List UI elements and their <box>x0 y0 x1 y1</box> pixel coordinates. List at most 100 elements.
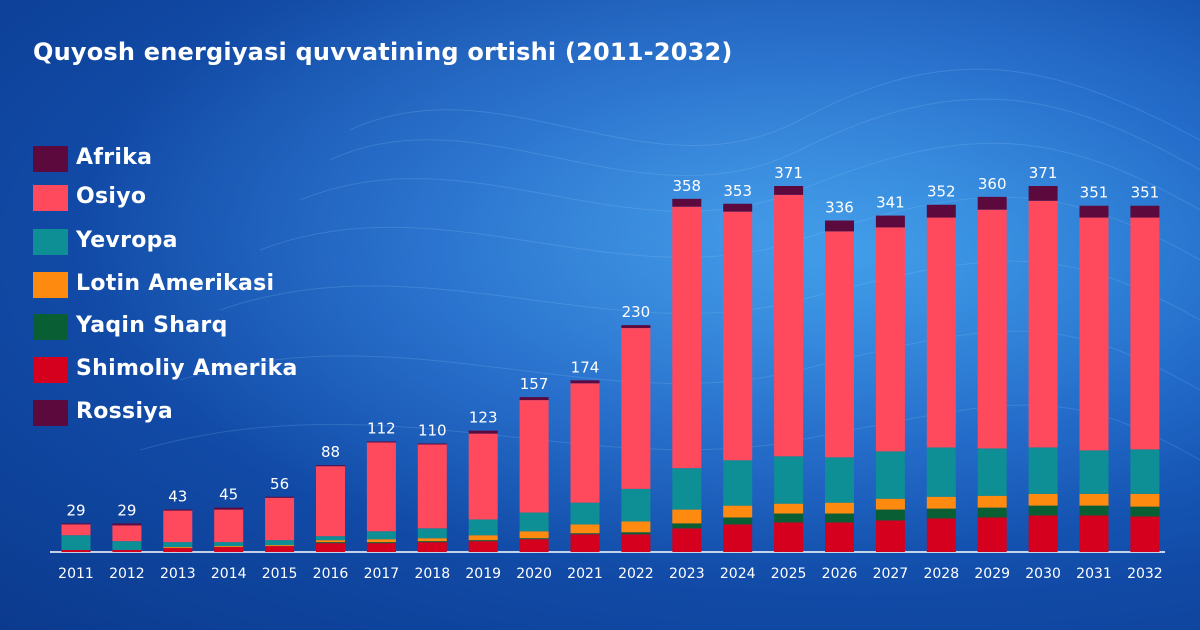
x-tick-label-2020: 2020 <box>516 566 552 582</box>
x-tick-label-2023: 2023 <box>669 566 705 582</box>
bar-segment-osiyo-2026 <box>825 231 854 458</box>
bar-segment-lotin-amerikasi-2015 <box>265 545 295 547</box>
total-label-2014: 45 <box>219 486 238 504</box>
x-tick-label-2022: 2022 <box>618 566 654 582</box>
bar-segment-yaqin-sharq-2017 <box>366 542 396 544</box>
bar-segment-afrika-2025 <box>774 186 804 195</box>
bar-segment-afrika-2020 <box>519 397 549 401</box>
bar-segment-osiyo-2020 <box>519 400 549 513</box>
legend-swatch-afrika <box>33 146 68 172</box>
bar-segment-afrika-2011 <box>61 523 91 525</box>
bar-segment-yevropa-2015 <box>265 540 295 546</box>
bar-segment-osiyo-2029 <box>977 209 1007 449</box>
bar-segment-shimoliy-amerika-2028 <box>926 518 956 552</box>
total-label-2013: 43 <box>168 488 187 506</box>
legend-swatch-rossiya <box>33 400 68 426</box>
bar-segment-afrika-2016 <box>316 465 345 467</box>
bar-segment-yevropa-2020 <box>519 512 549 532</box>
bar-segment-yaqin-sharq-2027 <box>875 509 905 521</box>
bar-segment-osiyo-2019 <box>468 433 498 520</box>
bar-segment-afrika-2031 <box>1079 205 1109 218</box>
bar-segment-yevropa-2025 <box>774 456 804 504</box>
bar-segment-shimoliy-amerika-2011 <box>61 550 91 552</box>
total-label-2011: 29 <box>66 501 85 519</box>
bar-segment-yevropa-2011 <box>61 535 91 551</box>
bar-segment-yaqin-sharq-2019 <box>468 540 498 542</box>
bar-segment-yaqin-sharq-2031 <box>1079 505 1109 516</box>
legend-item-lotin-amerikasi: Lotin Amerikasi <box>33 270 353 300</box>
x-tick-label-2031: 2031 <box>1076 566 1112 582</box>
legend-label-shimoliy-amerika: Shimoliy Amerika <box>76 356 298 381</box>
legend-label-yevropa: Yevropa <box>76 228 178 253</box>
total-label-2024: 353 <box>723 182 752 200</box>
bar-segment-yevropa-2018 <box>417 528 447 539</box>
total-label-2032: 351 <box>1131 184 1160 202</box>
total-label-2025: 371 <box>774 164 803 182</box>
bar-segment-shimoliy-amerika-2014 <box>214 547 244 552</box>
total-label-2020: 157 <box>520 375 549 393</box>
legend-item-afrika: Afrika <box>33 144 353 174</box>
total-label-2019: 123 <box>469 409 498 427</box>
bar-segment-lotin-amerikasi-2026 <box>825 502 854 514</box>
total-label-2015: 56 <box>270 475 289 493</box>
x-tick-label-2021: 2021 <box>567 566 603 582</box>
bar-segment-lotin-amerikasi-2032 <box>1130 493 1160 507</box>
total-label-2029: 360 <box>978 175 1007 193</box>
x-tick-label-2030: 2030 <box>1025 566 1061 582</box>
legend-swatch-shimoliy-amerika <box>33 357 68 383</box>
bar-segment-osiyo-2030 <box>1028 200 1058 448</box>
bar-segment-osiyo-2011 <box>61 524 91 536</box>
bar-segment-shimoliy-amerika-2023 <box>672 528 702 552</box>
bar-segment-lotin-amerikasi-2022 <box>621 521 651 533</box>
bar-segment-lotin-amerikasi-2016 <box>316 540 345 543</box>
bar-segment-afrika-2024 <box>723 203 753 212</box>
bar-segment-lotin-amerikasi-2031 <box>1079 493 1109 506</box>
bar-segment-shimoliy-amerika-2018 <box>417 542 447 552</box>
bar-segment-afrika-2026 <box>825 220 854 232</box>
x-tick-label-2017: 2017 <box>364 566 400 582</box>
legend-swatch-lotin-amerikasi <box>33 272 68 298</box>
bar-segment-shimoliy-amerika-2027 <box>875 520 905 552</box>
bar-segment-shimoliy-amerika-2017 <box>366 543 396 552</box>
bar-segment-lotin-amerikasi-2024 <box>723 505 753 518</box>
x-tick-label-2015: 2015 <box>262 566 298 582</box>
chart-title: Quyosh energiyasi quvvatining ortishi (2… <box>33 38 733 66</box>
bar-segment-yevropa-2027 <box>875 451 905 499</box>
bar-segment-afrika-2018 <box>417 443 447 445</box>
x-tick-label-2019: 2019 <box>465 566 501 582</box>
x-tick-label-2024: 2024 <box>720 566 756 582</box>
x-tick-label-2016: 2016 <box>313 566 349 582</box>
bar-segment-yaqin-sharq-2023 <box>672 523 702 529</box>
bar-segment-yaqin-sharq-2018 <box>417 541 447 543</box>
bar-segment-yevropa-2031 <box>1079 450 1109 494</box>
bar-segment-lotin-amerikasi-2021 <box>570 524 600 534</box>
bar-segment-yevropa-2019 <box>468 519 498 536</box>
bar-segment-osiyo-2012 <box>112 525 142 542</box>
bar-segment-yevropa-2017 <box>366 531 396 540</box>
legend-swatch-yaqin-sharq <box>33 314 68 340</box>
x-tick-label-2014: 2014 <box>211 566 247 582</box>
total-label-2016: 88 <box>321 443 340 461</box>
x-tick-label-2011: 2011 <box>58 566 94 582</box>
total-label-2018: 110 <box>418 421 447 439</box>
bar-segment-osiyo-2021 <box>570 383 600 503</box>
x-tick-label-2028: 2028 <box>923 566 959 582</box>
total-label-2030: 371 <box>1029 164 1058 182</box>
bar-segment-osiyo-2022 <box>621 328 651 489</box>
bar-segment-lotin-amerikasi-2025 <box>774 503 804 514</box>
bar-segment-yaqin-sharq-2016 <box>316 542 345 544</box>
bar-segment-osiyo-2024 <box>723 211 753 461</box>
legend-item-yaqin-sharq: Yaqin Sharq <box>33 312 353 342</box>
bar-segment-yevropa-2022 <box>621 488 651 522</box>
bar-segment-yevropa-2023 <box>672 468 702 510</box>
bar-segment-shimoliy-amerika-2021 <box>570 534 600 552</box>
total-label-2021: 174 <box>571 358 600 376</box>
x-tick-label-2012: 2012 <box>109 566 145 582</box>
legend-item-yevropa: Yevropa <box>33 227 353 257</box>
bar-segment-yevropa-2026 <box>825 457 854 503</box>
legend-item-osiyo: Osiyo <box>33 183 353 213</box>
bar-segment-osiyo-2017 <box>366 442 396 532</box>
legend-label-rossiya: Rossiya <box>76 399 174 424</box>
bar-segment-yevropa-2029 <box>977 448 1007 496</box>
